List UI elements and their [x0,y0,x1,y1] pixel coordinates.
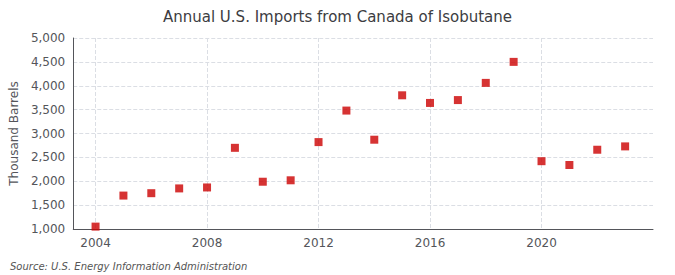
svg-text:3,500: 3,500 [31,103,65,117]
svg-text:2012: 2012 [303,236,334,250]
svg-text:2008: 2008 [192,236,223,250]
svg-text:2,500: 2,500 [31,150,65,164]
svg-text:2016: 2016 [415,236,446,250]
svg-text:1,500: 1,500 [31,198,65,212]
svg-text:4,000: 4,000 [31,79,65,93]
svg-text:2004: 2004 [80,236,111,250]
svg-text:4,500: 4,500 [31,55,65,69]
svg-text:3,000: 3,000 [31,127,65,141]
svg-text:1,000: 1,000 [31,222,65,236]
svg-text:Annual U.S. Imports from Canad: Annual U.S. Imports from Canada of Isobu… [163,8,512,26]
svg-text:2,000: 2,000 [31,174,65,188]
svg-text:Source: U.S. Energy Informatio: Source: U.S. Energy Information Administ… [10,261,247,272]
svg-text:5,000: 5,000 [31,31,65,45]
svg-text:2020: 2020 [526,236,557,250]
svg-text:Thousand Barrels: Thousand Barrels [7,81,21,186]
